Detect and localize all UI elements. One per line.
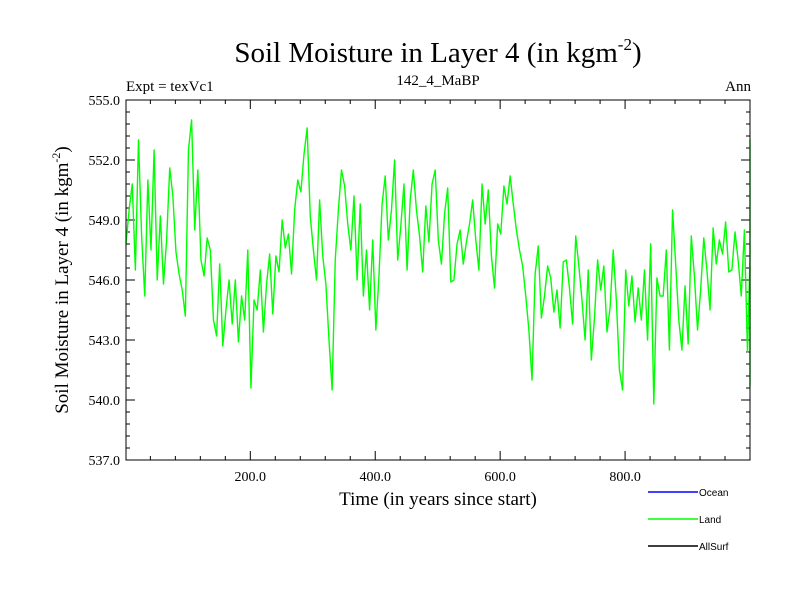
y-tick-label: 540.0 [89, 394, 121, 409]
subtitle-left: Expt = texVc1 [126, 79, 214, 95]
chart-title: Soil Moisture in Layer 4 (in kgm-2) [234, 35, 641, 69]
y-tick-label: 555.0 [89, 94, 121, 109]
legend-label-allsurf: AllSurf [699, 542, 729, 553]
chart-title-close: ) [632, 37, 642, 69]
series-layer [125, 119, 751, 405]
x-axis-label: Time (in years since start) [339, 489, 537, 510]
legend-item-ocean: Ocean [648, 488, 728, 499]
y-tick-label: 549.0 [89, 214, 121, 229]
series-line-land [125, 119, 751, 405]
x-tick-label: 800.0 [609, 470, 641, 485]
y-tick-label: 546.0 [89, 274, 121, 289]
y-axis-label-close: ) [52, 146, 73, 152]
y-axis-label: Soil Moisture in Layer 4 (in kgm-2) [49, 146, 73, 414]
y-tick-label: 552.0 [89, 154, 121, 169]
legend: Ocean Land AllSurf [648, 488, 729, 553]
x-tick-label: 600.0 [484, 470, 516, 485]
legend-label-land: Land [699, 515, 721, 526]
subtitle-right: Ann [725, 79, 751, 95]
x-tick-label: 400.0 [359, 470, 391, 485]
axis-tick-labels: 537.0 540.0 543.0 546.0 549.0 552.0 555.0 200.0… [89, 94, 641, 485]
plot-frame [125, 99, 751, 461]
legend-label-ocean: Ocean [699, 488, 728, 499]
legend-item-land: Land [648, 515, 721, 526]
y-tick-label: 537.0 [89, 454, 121, 469]
chart-title-superscript: -2 [618, 35, 632, 54]
subtitle-center: 142_4_MaBP [396, 73, 479, 89]
y-axis-label-superscript: -2 [49, 153, 63, 163]
x-tick-label: 200.0 [235, 470, 267, 485]
y-tick-label: 543.0 [89, 334, 121, 349]
legend-item-allsurf: AllSurf [648, 542, 729, 553]
